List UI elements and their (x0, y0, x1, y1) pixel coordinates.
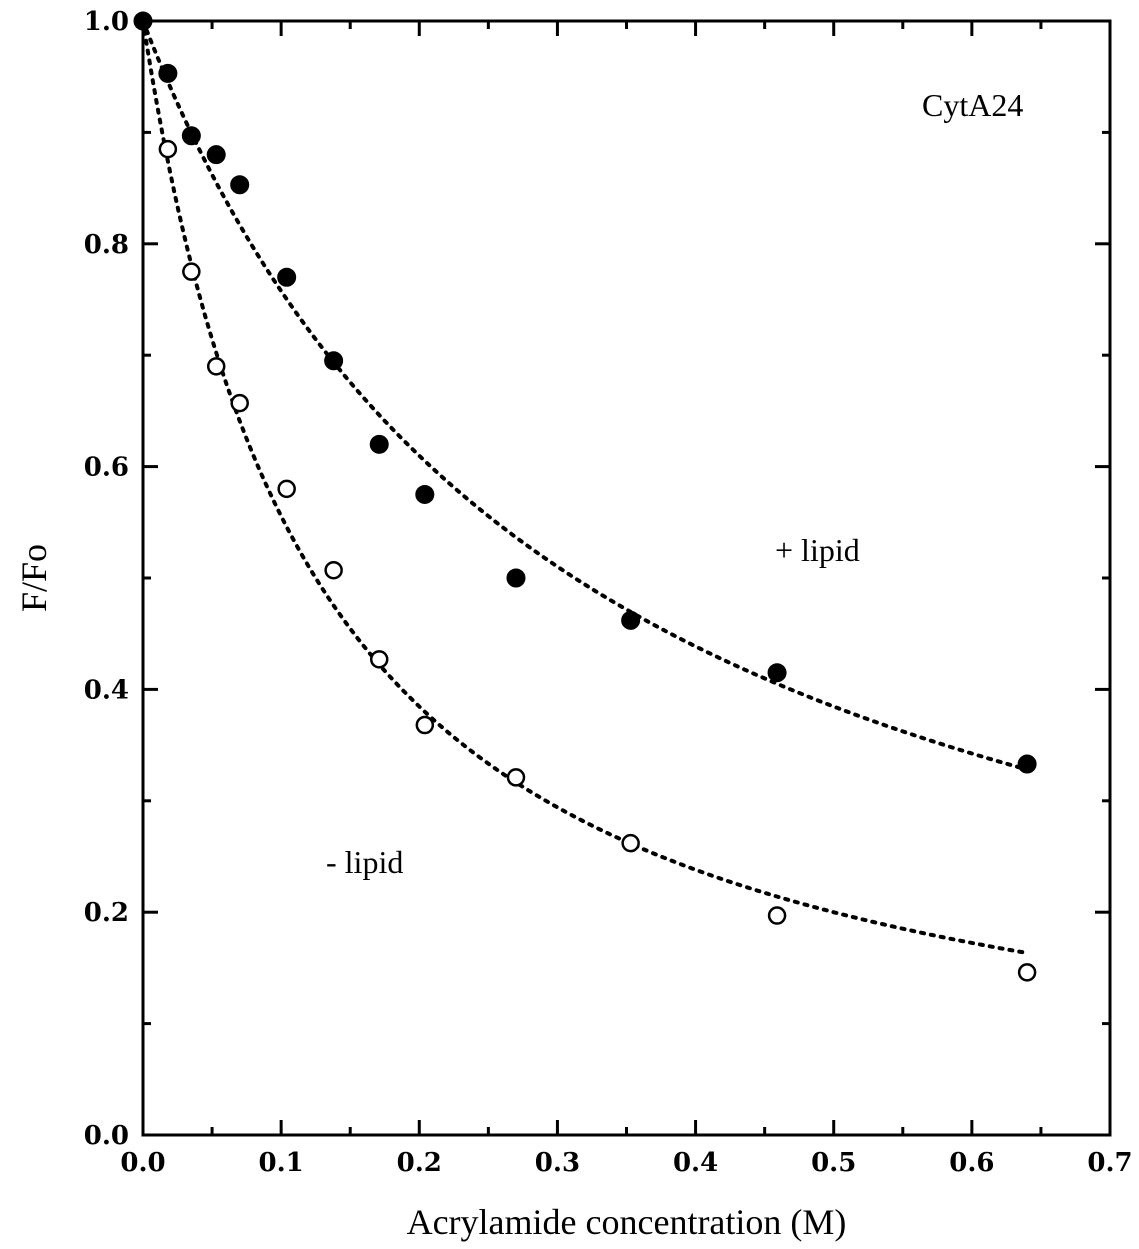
filled-data-point (506, 568, 526, 588)
x-tick-labels: 0.0 0.1 0.2 0.3 0.4 0.5 0.6 0.7 (120, 1148, 1132, 1178)
x-tick-label: 0.2 (397, 1148, 442, 1178)
x-tick-label: 0.4 (673, 1148, 718, 1178)
open-data-point (324, 560, 343, 580)
open-data-point (506, 768, 526, 787)
fit-lines (141, 19, 1030, 955)
open-data-point (230, 393, 249, 413)
x-axis-title: Acrylamide concentration (M) (407, 1202, 847, 1242)
plus-lipid-label: + lipid (775, 532, 860, 568)
filled-data-point (277, 267, 297, 287)
y-tick-label: 0.0 (84, 1121, 129, 1151)
axis-ticks (141, 19, 1112, 1137)
plus-lipid-fit-line (141, 19, 1030, 772)
y-tick-label: 0.4 (84, 675, 129, 705)
x-tick-label: 0.6 (949, 1148, 994, 1178)
x-tick-label: 0.7 (1087, 1148, 1132, 1178)
filled-data-point (415, 484, 435, 504)
y-tick-labels: 0.0 0.2 0.4 0.6 0.8 1.0 (84, 7, 129, 1151)
open-data-point (182, 262, 201, 281)
open-data-point (369, 650, 389, 669)
y-tick-label: 1.0 (84, 7, 129, 37)
x-tick-label: 0.5 (811, 1148, 856, 1178)
filled-data-point (324, 351, 344, 371)
open-data-point (415, 715, 435, 735)
filled-data-point (181, 126, 201, 146)
x-tick-label: 0.0 (120, 1148, 165, 1178)
open-data-point (1017, 963, 1037, 982)
filled-data-point (158, 63, 178, 83)
filled-data-point (369, 434, 389, 454)
x-tick-label: 0.1 (259, 1148, 304, 1178)
protein-label: CytA24 (922, 87, 1023, 123)
filled-data-point (206, 145, 226, 165)
filled-data-point (621, 610, 641, 630)
data-points (133, 11, 1037, 982)
minus-lipid-label: - lipid (326, 844, 403, 880)
filled-data-point (230, 175, 250, 195)
minus-lipid-fit-line (141, 19, 1030, 955)
y-axis-title: F/Fo (14, 544, 54, 612)
y-tick-label: 0.6 (84, 453, 129, 483)
filled-data-point (1017, 754, 1037, 774)
plot-frame (141, 19, 1112, 1137)
open-data-point (767, 906, 787, 925)
x-tick-label: 0.3 (535, 1148, 580, 1178)
open-data-point (277, 479, 296, 499)
y-tick-label: 0.8 (84, 230, 129, 260)
filled-data-point (767, 663, 787, 683)
open-data-point (158, 139, 178, 159)
y-tick-label: 0.2 (84, 898, 129, 928)
open-data-point (206, 357, 226, 376)
open-data-point (621, 833, 640, 853)
